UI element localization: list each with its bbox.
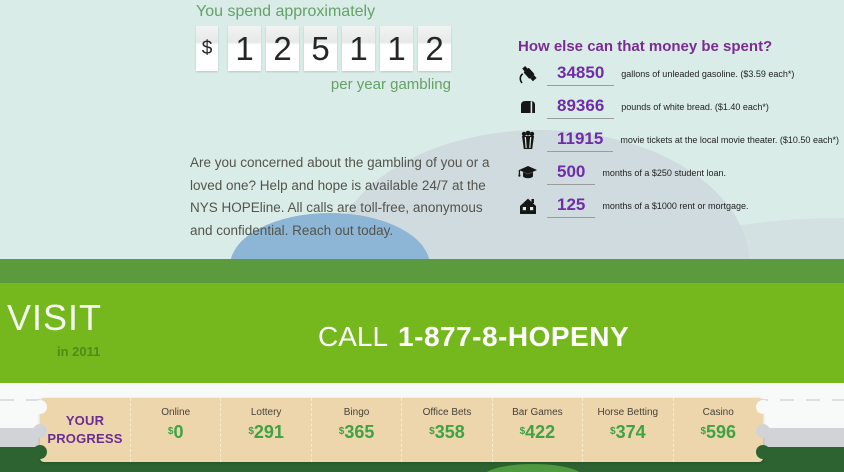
spend-odometer: $ 1 2 5 1 1 2 bbox=[196, 26, 451, 71]
progress-title-line1: YOUR bbox=[65, 413, 105, 429]
category-value: $596 bbox=[700, 422, 737, 442]
odometer-digit: 1 bbox=[342, 26, 375, 71]
alternative-value: 34850 bbox=[547, 63, 615, 86]
list-item: 11915 movie tickets at the local movie t… bbox=[518, 128, 839, 152]
progress-cell-horse-betting[interactable]: Horse Betting $374 bbox=[582, 398, 672, 462]
list-item: 89366 pounds of white bread. ($1.40 each… bbox=[518, 95, 839, 119]
ticket-notch bbox=[33, 424, 47, 438]
category-value: $365 bbox=[338, 422, 375, 442]
ticket-notch bbox=[756, 424, 770, 438]
progress-cell-office-bets[interactable]: Office Bets $358 bbox=[401, 398, 491, 462]
progress-ticket: YOUR PROGRESS Online $0 Lottery $291 Bin… bbox=[33, 398, 770, 462]
gas-pump-icon bbox=[518, 64, 543, 84]
house-icon bbox=[518, 196, 543, 216]
visit-link[interactable]: VISIT bbox=[7, 297, 103, 338]
green-bump-graphic bbox=[483, 464, 583, 472]
odometer-currency-sign: $ bbox=[196, 26, 218, 71]
alternative-label: pounds of white bread. ($1.40 each*) bbox=[621, 102, 769, 112]
olive-green-band bbox=[0, 259, 844, 283]
category-value: $358 bbox=[429, 422, 465, 442]
visit-year-text: in 2011 bbox=[57, 344, 101, 359]
category-value: $291 bbox=[248, 422, 284, 442]
odometer-digit: 2 bbox=[266, 26, 299, 71]
ticket-notch bbox=[756, 445, 770, 459]
alternatives-list: 34850 gallons of unleaded gasoline. ($3.… bbox=[518, 62, 839, 227]
progress-cell-lottery[interactable]: Lottery $291 bbox=[220, 398, 310, 462]
ticket-notch bbox=[33, 400, 47, 414]
category-label: Casino bbox=[702, 407, 734, 418]
category-label: Horse Betting bbox=[597, 407, 659, 418]
progress-cell-bingo[interactable]: Bingo $365 bbox=[310, 398, 401, 462]
category-label: Online bbox=[161, 407, 191, 418]
hopeline-concern-text: Are you concerned about the gambling of … bbox=[190, 155, 490, 239]
ticket-notch bbox=[756, 400, 770, 414]
category-value: $0 bbox=[167, 422, 184, 442]
progress-title: YOUR PROGRESS bbox=[40, 398, 130, 462]
alternative-label: months of a $1000 rent or mortgage. bbox=[602, 201, 749, 211]
banner-green-band bbox=[0, 283, 844, 383]
alternatives-heading: How else can that money be spent? bbox=[518, 38, 773, 55]
odometer-digit: 1 bbox=[380, 26, 413, 71]
alternative-label: months of a $250 student loan. bbox=[602, 168, 726, 178]
category-value: $374 bbox=[610, 422, 646, 442]
progress-cell-casino[interactable]: Casino $596 bbox=[672, 398, 763, 462]
progress-cell-online[interactable]: Online $0 bbox=[130, 398, 220, 462]
category-label: Bar Games bbox=[512, 407, 563, 418]
currency-sign: $ bbox=[610, 426, 616, 437]
popcorn-icon bbox=[518, 130, 543, 150]
hopeline-phone-number[interactable]: 1-877-8-HOPENY bbox=[398, 321, 630, 352]
category-value: $422 bbox=[519, 422, 556, 442]
list-item: 500 months of a $250 student loan. bbox=[518, 161, 839, 185]
progress-title-line2: PROGRESS bbox=[47, 431, 123, 446]
odometer-digit: 1 bbox=[228, 26, 261, 71]
alternative-value: 500 bbox=[547, 162, 596, 185]
currency-sign: $ bbox=[519, 426, 526, 437]
odometer-digit: 2 bbox=[418, 26, 451, 71]
list-item: 125 months of a $1000 rent or mortgage. bbox=[518, 194, 839, 218]
alternative-value: 89366 bbox=[547, 96, 615, 119]
spend-intro-text: You spend approximately bbox=[196, 3, 376, 20]
category-label: Bingo bbox=[343, 407, 370, 418]
alternative-label: movie tickets at the local movie theater… bbox=[620, 135, 839, 145]
graduation-cap-icon bbox=[518, 163, 543, 183]
category-label: Office Bets bbox=[422, 407, 472, 418]
list-item: 34850 gallons of unleaded gasoline. ($3.… bbox=[518, 62, 839, 86]
currency-sign: $ bbox=[429, 426, 435, 437]
currency-sign: $ bbox=[248, 426, 254, 437]
alternative-label: gallons of unleaded gasoline. ($3.59 eac… bbox=[621, 69, 795, 79]
bread-icon bbox=[518, 97, 543, 117]
currency-sign: $ bbox=[167, 426, 174, 437]
currency-sign: $ bbox=[700, 426, 706, 437]
ticket-notch bbox=[33, 445, 47, 459]
odometer-digit: 5 bbox=[304, 26, 337, 71]
category-label: Lottery bbox=[250, 407, 282, 418]
alternative-value: 11915 bbox=[547, 129, 614, 152]
alternative-value: 125 bbox=[547, 195, 596, 218]
call-hotline[interactable]: CALL 1-877-8-HOPENY bbox=[318, 321, 629, 353]
call-prefix-text: CALL bbox=[318, 321, 389, 352]
spend-suffix-text: per year gambling bbox=[330, 76, 451, 93]
progress-cell-bar-games[interactable]: Bar Games $422 bbox=[491, 398, 582, 462]
currency-sign: $ bbox=[338, 426, 345, 437]
